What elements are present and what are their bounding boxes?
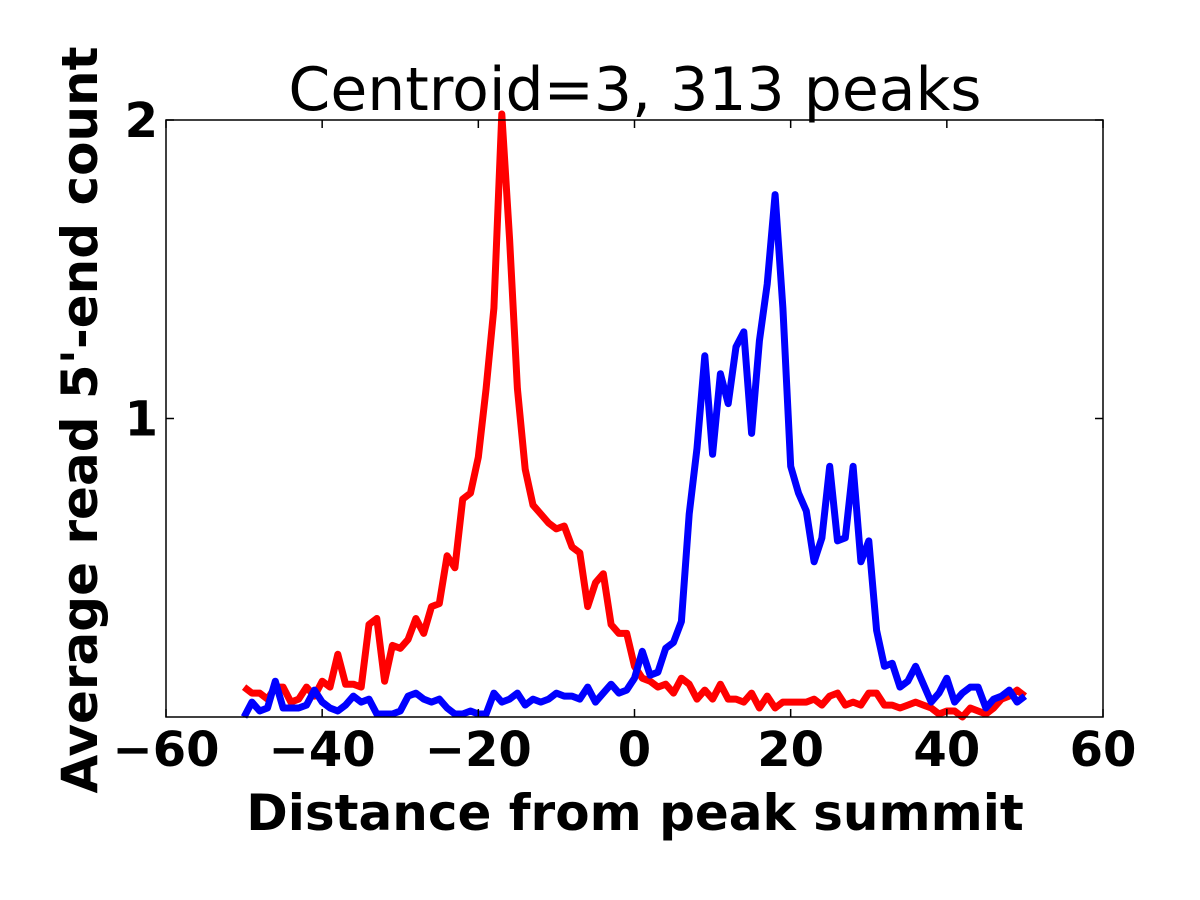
x-tick-label: −20 bbox=[425, 722, 532, 778]
y-axis-label: Average read 5'-end count bbox=[51, 46, 109, 793]
y-tick-label: 1 bbox=[125, 392, 158, 448]
y-axis: 12 bbox=[125, 93, 1103, 448]
x-tick-label: −40 bbox=[269, 722, 376, 778]
x-tick-label: 60 bbox=[1070, 722, 1137, 778]
plot-area: −60 −40 −20 0 20 40 60 12 bbox=[112, 93, 1136, 778]
series-line-blue bbox=[240, 191, 1028, 719]
x-tick-label: 40 bbox=[913, 722, 980, 778]
x-tick-label: 0 bbox=[618, 722, 651, 778]
series-layer bbox=[240, 110, 1028, 721]
x-tick-label: −60 bbox=[112, 722, 219, 778]
chart-title: Centroid=3, 313 peaks bbox=[288, 55, 981, 125]
y-tick-label: 2 bbox=[125, 93, 158, 149]
x-tick-label: 20 bbox=[757, 722, 824, 778]
x-axis-label: Distance from peak summit bbox=[246, 784, 1024, 842]
series-line-red bbox=[241, 110, 1028, 721]
plot-frame bbox=[165, 119, 1104, 718]
x-axis: −60 −40 −20 0 20 40 60 bbox=[112, 120, 1136, 778]
